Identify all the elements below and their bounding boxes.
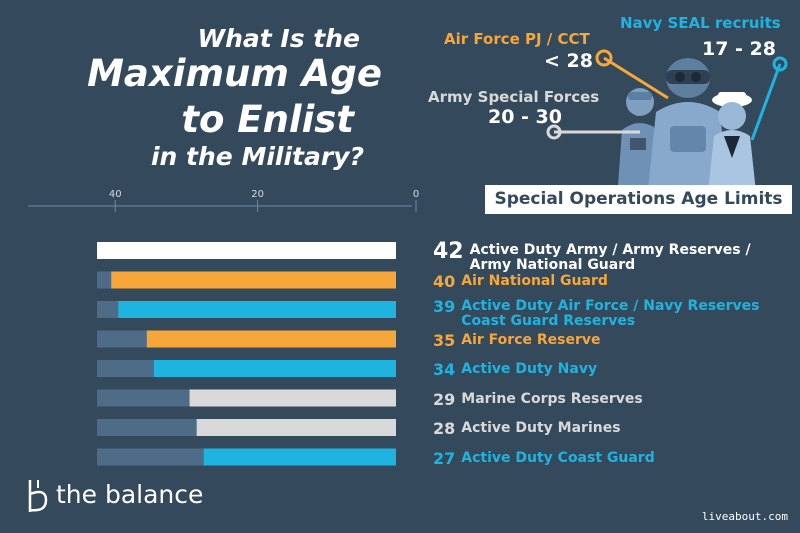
- title-line-4: in the Military?: [150, 142, 364, 171]
- bar-label: 28 Active Duty Marines: [433, 419, 621, 438]
- bar-42: [97, 242, 396, 259]
- airforce-connector-line: [603, 56, 669, 100]
- source-credit: liveabout.com: [701, 510, 788, 523]
- bar-category-label: Active Duty Navy: [461, 361, 598, 377]
- x-tick-label: 20: [251, 189, 264, 200]
- bars-group: [97, 242, 396, 466]
- x-axis: 40 20 0: [28, 189, 419, 212]
- title-line-3: to Enlist: [181, 98, 354, 141]
- navy-connector-dot: [772, 56, 788, 72]
- bar-value-label: 28: [433, 419, 456, 438]
- bar-value-label: 27: [433, 448, 456, 468]
- bar-39: [118, 301, 396, 318]
- soldiers-illustration: [618, 58, 756, 192]
- bar-label: 35 Air Force Reserve: [433, 331, 601, 350]
- bar-40: [111, 271, 396, 289]
- airforce-pj-label: Air Force PJ / CCT: [444, 30, 590, 48]
- x-tick-label: 0: [413, 189, 419, 200]
- title-line-1: What Is the: [197, 24, 361, 53]
- army-sf-value: 20 - 30: [488, 106, 562, 128]
- navy-seal-value: 17 - 28: [702, 38, 776, 60]
- bar-value-label: 29: [433, 389, 456, 409]
- bar-27: [203, 448, 396, 466]
- bar-value-label: 42: [433, 239, 464, 264]
- bar-label: 27 Active Duty Coast Guard: [433, 449, 655, 468]
- the-balance-logo-icon: [28, 480, 48, 512]
- bar-category-label: Air Force Reserve: [461, 331, 601, 348]
- bar-category-label: Active Duty Coast Guard: [461, 449, 655, 466]
- title-line-2: Maximum Age: [87, 52, 382, 95]
- bar-value-label: 39: [433, 297, 456, 316]
- bar-28: [196, 419, 396, 436]
- special-ops-banner: Special Operations Age Limits: [485, 185, 792, 214]
- bar-category-label: Marine Corps Reserves: [461, 390, 643, 407]
- bar-value-label: 34: [433, 360, 456, 379]
- bar-label: 29 Marine Corps Reserves: [433, 390, 643, 409]
- bar-35: [146, 330, 396, 348]
- bar-label: 39 Active Duty Air Force / Navy Reserves …: [433, 297, 761, 329]
- bar-label: 34 Active Duty Navy: [433, 360, 597, 379]
- navy-seal-label: Navy SEAL recruits: [620, 14, 781, 32]
- bar-label: 42 Active Duty Army / Army Reserves / Arm…: [433, 239, 760, 273]
- airforce-pj-value: < 28: [544, 50, 593, 72]
- airforce-connector-dot: [595, 49, 613, 67]
- bar-category-label: Active Duty Air Force / Navy Reserves Co…: [461, 298, 760, 329]
- bar-29: [189, 389, 396, 407]
- bar-category-label: Active Duty Marines: [461, 420, 621, 436]
- logo-text: the balance: [56, 480, 204, 509]
- bar-value-label: 40: [433, 271, 456, 291]
- bar-category-label: Air National Guard: [461, 272, 608, 289]
- bar-label: 40 Air National Guard: [433, 272, 608, 291]
- bar-value-label: 35: [433, 330, 456, 350]
- army-sf-label: Army Special Forces: [428, 88, 600, 106]
- x-tick-label: 40: [109, 189, 122, 200]
- bar-category-label: Active Duty Army / Army Reserves / Army …: [469, 242, 751, 273]
- age-bar-chart: 40 20 0: [28, 189, 419, 466]
- army-connector-dot: [546, 124, 562, 140]
- navy-connector-line: [750, 63, 782, 141]
- bar-34: [153, 360, 396, 377]
